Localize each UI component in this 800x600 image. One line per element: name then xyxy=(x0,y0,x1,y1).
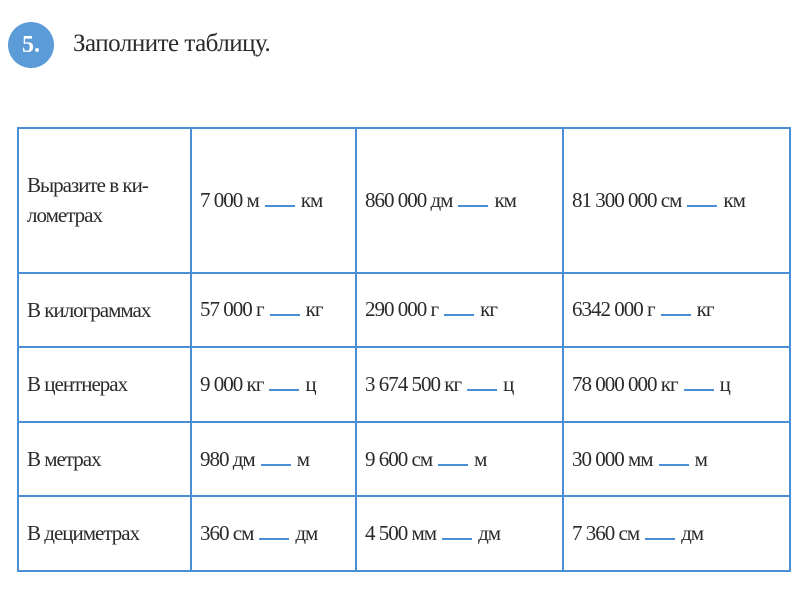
given-value: 360 см xyxy=(200,521,254,546)
conversion-cell: 360 см дм xyxy=(190,495,357,572)
answer-blank[interactable] xyxy=(658,463,689,466)
given-value: 7 360 см xyxy=(572,521,640,546)
table-row: В центнерах 9 000 кг ц 3 674 500 кг ц 78 000 … xyxy=(17,346,791,423)
given-value: 290 000 г xyxy=(365,297,439,322)
conversion-cell: 9 600 см м xyxy=(355,420,564,498)
conversion-cell: 9 000 кг ц xyxy=(190,346,357,423)
answer-blank[interactable] xyxy=(442,537,473,541)
target-unit: кг xyxy=(305,297,324,322)
given-value: 30 000 мм xyxy=(572,446,654,471)
answer-blank[interactable] xyxy=(444,313,475,317)
table-row: В килограммах 57 000 г кг 290 000 г кг 6342 0… xyxy=(17,271,791,349)
given-value: 81 300 000 см xyxy=(572,187,682,212)
target-unit: дм xyxy=(295,521,318,546)
given-value: 860 000 дм xyxy=(365,187,453,212)
target-unit: кг xyxy=(480,297,498,322)
answer-blank[interactable] xyxy=(438,463,469,466)
conversion-cell: 980 дм м xyxy=(190,420,357,498)
target-unit: км xyxy=(300,187,323,212)
answer-blank[interactable] xyxy=(683,388,714,391)
given-value: 9 000 кг xyxy=(200,371,264,396)
target-unit: дм xyxy=(681,521,704,546)
row-label: В дециметрах xyxy=(17,495,192,572)
target-unit: м xyxy=(694,446,708,471)
given-value: 3 674 500 кг xyxy=(365,371,462,396)
target-unit: ц xyxy=(503,371,514,396)
given-value: 4 500 мм xyxy=(365,521,437,546)
answer-blank[interactable] xyxy=(645,537,676,541)
given-value: 78 000 000 кг xyxy=(572,371,679,396)
answer-blank[interactable] xyxy=(687,204,718,207)
answer-blank[interactable] xyxy=(269,388,300,391)
conversion-table: Выразите в ки-ломeтрах 7 000 м км 860 000 д… xyxy=(17,127,791,572)
conversion-cell: 3 674 500 кг ц xyxy=(355,346,564,423)
answer-blank[interactable] xyxy=(467,388,498,391)
given-value: 57 000 г xyxy=(200,297,265,322)
given-value: 980 дм xyxy=(200,446,256,471)
conversion-cell: 4 500 мм дм xyxy=(355,495,564,572)
conversion-cell: 7 000 м км xyxy=(190,127,357,274)
target-unit: м xyxy=(474,446,487,471)
conversion-cell: 6342 000 г кг xyxy=(562,271,791,349)
given-value: 7 000 м xyxy=(200,187,260,212)
conversion-cell: 7 360 см дм xyxy=(562,495,791,572)
answer-blank[interactable] xyxy=(260,463,291,466)
target-unit: дм xyxy=(478,521,501,546)
table-row: В дециметрах 360 см дм 4 500 мм дм 7 360 см дм xyxy=(17,495,791,572)
target-unit: м xyxy=(296,446,310,471)
answer-blank[interactable] xyxy=(458,204,489,207)
target-unit: ц xyxy=(305,371,316,396)
table-row: В метрах 980 дм м 9 600 см м 30 000 мм м xyxy=(17,420,791,498)
answer-blank[interactable] xyxy=(259,537,290,541)
conversion-cell: 30 000 мм м xyxy=(562,420,791,498)
row-label: Выразите в ки-ломeтрах xyxy=(17,127,192,274)
target-unit: км xyxy=(494,187,516,212)
answer-blank[interactable] xyxy=(660,313,691,317)
table-row: Выразите в ки-ломeтрах 7 000 м км 860 000 д… xyxy=(17,127,791,274)
conversion-cell: 860 000 дм км xyxy=(355,127,564,274)
answer-blank[interactable] xyxy=(264,204,295,207)
conversion-cell: 290 000 г кг xyxy=(355,271,564,349)
answer-blank[interactable] xyxy=(269,313,300,317)
conversion-cell: 81 300 000 см км xyxy=(562,127,791,274)
given-value: 9 600 см xyxy=(365,446,433,471)
exercise-number: 5. xyxy=(22,31,40,58)
target-unit: ц xyxy=(719,371,731,396)
target-unit: кг xyxy=(696,297,715,322)
row-label: В метрах xyxy=(17,420,192,498)
conversion-cell: 57 000 г кг xyxy=(190,271,357,349)
exercise-title: Заполните таблицу. xyxy=(73,30,271,57)
target-unit: км xyxy=(723,187,745,212)
row-label: В килограммах xyxy=(17,271,192,349)
conversion-cell: 78 000 000 кг ц xyxy=(562,346,791,423)
row-label: В центнерах xyxy=(17,346,192,423)
given-value: 6342 000 г xyxy=(572,297,656,322)
exercise-number-badge: 5. xyxy=(8,22,54,68)
